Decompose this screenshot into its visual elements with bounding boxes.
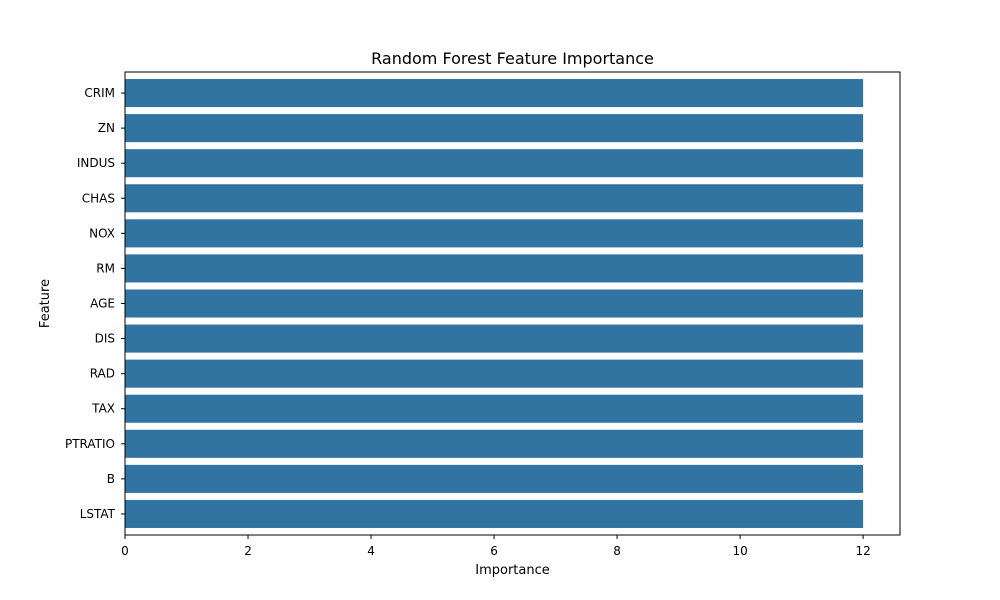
bar-ptratio	[125, 429, 864, 458]
x-tick-label: 6	[490, 544, 498, 558]
bar-crim	[125, 79, 864, 108]
y-tick-label: ZN	[98, 121, 115, 135]
x-tick-label: 0	[121, 544, 129, 558]
x-tick-label: 8	[613, 544, 621, 558]
bar-nox	[125, 219, 864, 248]
x-axis-label: Importance	[475, 563, 550, 578]
bar-dis	[125, 324, 864, 353]
x-tick-label: 4	[367, 544, 375, 558]
bar-b	[125, 464, 864, 493]
bar-lstat	[125, 499, 864, 528]
y-tick-label: B	[107, 472, 115, 486]
bars-group	[125, 79, 864, 528]
y-tick-label: LSTAT	[80, 507, 116, 521]
x-tick-label: 10	[732, 544, 747, 558]
bar-indus	[125, 149, 864, 178]
y-axis-label: Feature	[38, 279, 53, 328]
y-tick-label: RM	[96, 261, 115, 275]
bar-rad	[125, 359, 864, 388]
chart-title: Random Forest Feature Importance	[371, 49, 654, 68]
y-tick-label: AGE	[90, 297, 115, 311]
x-axis-ticks: 0 2 4 6 8 10 12	[121, 535, 871, 558]
bar-rm	[125, 254, 864, 283]
x-tick-label: 2	[244, 544, 252, 558]
y-tick-label: CRIM	[84, 86, 115, 100]
y-tick-label: CHAS	[82, 191, 115, 205]
y-tick-label: INDUS	[77, 156, 115, 170]
y-tick-label: TAX	[91, 402, 115, 416]
y-tick-label: DIS	[95, 332, 115, 346]
y-axis-ticks: CRIM ZN INDUS CHAS NOX RM AGE DIS RAD TAX PTRATIO B…	[65, 86, 125, 521]
bar-chas	[125, 184, 864, 213]
y-tick-label: RAD	[90, 367, 115, 381]
x-tick-label: 12	[855, 544, 870, 558]
y-tick-label: PTRATIO	[65, 437, 115, 451]
y-tick-label: NOX	[89, 226, 115, 240]
bar-zn	[125, 114, 864, 143]
bar-age	[125, 289, 864, 318]
bar-tax	[125, 394, 864, 423]
